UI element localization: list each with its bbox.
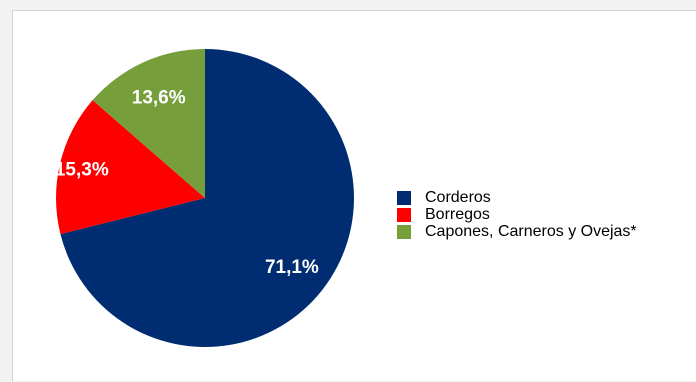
legend-swatch-corderos (397, 190, 411, 205)
legend-item-borregos: Borregos (397, 206, 637, 223)
legend-label-borregos: Borregos (425, 206, 490, 223)
data-label-capones: 13,6% (132, 87, 186, 108)
data-label-corderos: 71,1% (265, 257, 319, 278)
data-label-borregos: 15,3% (55, 159, 109, 180)
pie-slice-corderos (60, 49, 354, 348)
pie-chart: 71,1% 15,3% 13,6% (55, 49, 354, 348)
legend-item-capones: Capones, Carneros y Ovejas* (397, 223, 637, 240)
legend-label-capones: Capones, Carneros y Ovejas* (425, 223, 637, 240)
legend-item-corderos: Corderos (397, 189, 637, 206)
legend-label-corderos: Corderos (425, 189, 491, 206)
pie-slice-capones (92, 49, 205, 198)
legend: Corderos Borregos Capones, Carneros y Ov… (397, 189, 637, 240)
legend-swatch-capones (397, 224, 411, 239)
legend-swatch-borregos (397, 207, 411, 222)
chart-frame: 71,1% 15,3% 13,6% Corderos Borregos Capone… (12, 10, 696, 381)
pie-slice-borregos (55, 100, 205, 235)
